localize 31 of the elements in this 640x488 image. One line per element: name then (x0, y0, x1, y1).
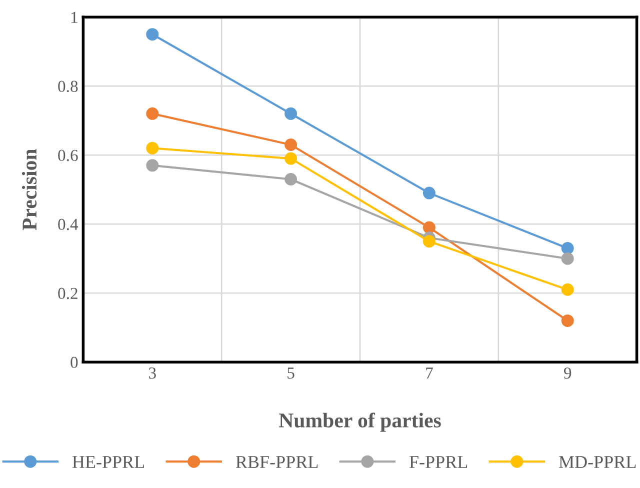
x-tick-label: 5 (288, 368, 294, 379)
x-tick-label: 7 (426, 368, 433, 379)
point (284, 107, 298, 120)
point (284, 138, 298, 151)
point (422, 221, 436, 234)
point (561, 283, 574, 296)
legend-label: MD-PPRL (558, 456, 636, 468)
point (561, 242, 574, 254)
x-tick-label: 3 (149, 367, 156, 379)
point (146, 142, 159, 154)
point (561, 314, 574, 327)
legend-label: HE-PPRL (72, 456, 144, 468)
x-axis-title: Number of parties (278, 412, 441, 432)
y-axis-title: Precision (22, 149, 37, 230)
point (146, 107, 159, 120)
point (146, 159, 159, 172)
point (284, 172, 298, 186)
point (561, 252, 574, 265)
point (146, 28, 159, 41)
legend-label: F-PPRL (409, 456, 468, 468)
y-tick-label: 0.4 (58, 218, 78, 230)
y-tick-label: 0 (70, 356, 78, 368)
x-tick-label: 9 (564, 367, 572, 379)
legend-label: RBF-PPRL (236, 456, 318, 468)
point (422, 235, 436, 248)
y-tick-label: 1 (71, 12, 78, 23)
point (284, 152, 298, 165)
point (422, 186, 436, 200)
y-tick-label: 0.2 (58, 288, 78, 300)
y-tick-label: 0.8 (58, 80, 78, 92)
y-tick-label: 0.6 (58, 150, 78, 162)
